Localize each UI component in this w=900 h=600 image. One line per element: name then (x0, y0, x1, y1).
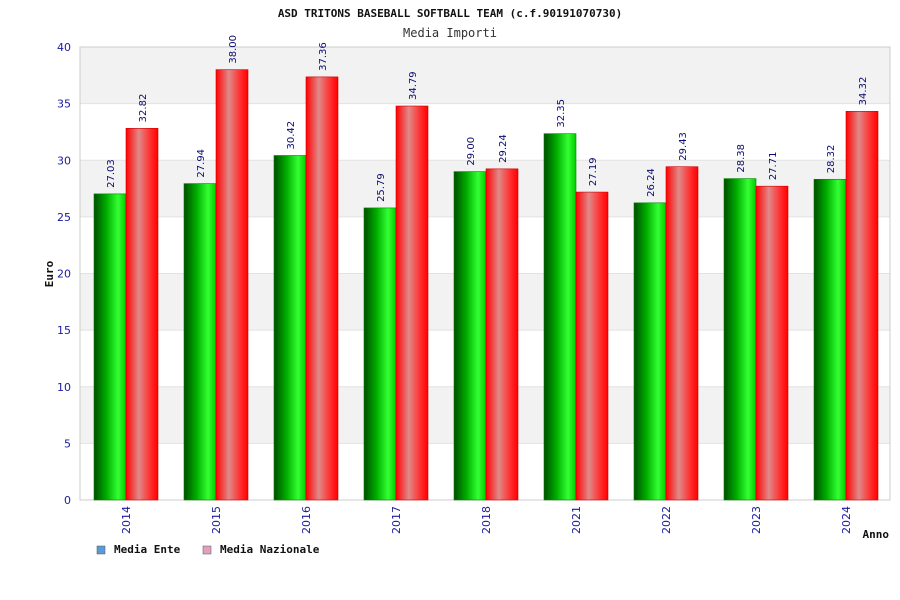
value-label: 29.00 (466, 137, 477, 166)
bar-media-nazionale-2018 (485, 168, 519, 501)
y-tick-label: 10 (57, 381, 71, 394)
y-tick-label: 0 (64, 494, 71, 507)
x-tick-label: 2014 (120, 506, 133, 534)
value-label: 30.42 (286, 121, 297, 150)
x-tick-label: 2016 (300, 506, 313, 534)
y-tick-label: 30 (57, 154, 71, 167)
bar-media-ente-2022 (633, 202, 667, 501)
bar-media-ente-2014 (93, 193, 127, 501)
value-label: 28.32 (826, 145, 837, 174)
value-label: 29.43 (678, 132, 689, 161)
legend-label-media-nazionale: Media Nazionale (220, 543, 320, 556)
bar-media-ente-2024 (813, 178, 847, 501)
legend: Media Ente Media Nazionale (96, 543, 320, 556)
x-tick-label: 2018 (480, 506, 493, 534)
value-label: 28.38 (736, 144, 747, 173)
bar-media-nazionale-2021 (575, 191, 609, 501)
value-label: 26.24 (646, 168, 657, 197)
x-axis-ticks: 2014 2015 2016 2017 2018 2021 2022 2023 2024 (120, 506, 853, 534)
value-label: 27.94 (196, 149, 207, 178)
chart-subtitle: Media Importi (403, 26, 497, 40)
x-tick-label: 2023 (750, 506, 763, 534)
bars (93, 69, 879, 501)
chart-title: ASD TRITONS BASEBALL SOFTBALL TEAM (c.f.… (278, 7, 622, 20)
value-label: 27.19 (588, 157, 599, 186)
value-label: 37.36 (318, 42, 329, 71)
y-tick-label: 40 (57, 41, 71, 54)
x-tick-label: 2024 (840, 506, 853, 534)
value-label: 32.35 (556, 99, 567, 128)
value-label: 34.32 (858, 77, 869, 106)
x-axis-label: Anno (863, 528, 890, 541)
legend-label-media-ente: Media Ente (114, 543, 181, 556)
y-axis-ticks: 0 5 10 15 20 25 30 35 40 (57, 41, 71, 507)
value-label: 34.79 (408, 71, 419, 100)
bar-media-nazionale-2014 (125, 128, 159, 501)
y-tick-label: 15 (57, 324, 71, 337)
value-label: 27.03 (106, 159, 117, 188)
y-tick-label: 35 (57, 98, 71, 111)
value-label: 25.79 (376, 173, 387, 202)
value-label: 32.82 (138, 94, 149, 123)
y-tick-label: 5 (64, 437, 71, 450)
x-tick-label: 2021 (570, 506, 583, 534)
bar-media-nazionale-2016 (305, 76, 339, 501)
y-axis-label: Euro (43, 260, 56, 287)
grid-band (80, 103, 890, 161)
bar-media-ente-2016 (273, 155, 307, 501)
bar-media-nazionale-2017 (395, 105, 429, 501)
bar-media-nazionale-2015 (215, 69, 249, 501)
bar-media-ente-2015 (183, 183, 217, 501)
y-tick-label: 25 (57, 211, 71, 224)
x-tick-label: 2015 (210, 506, 223, 534)
value-labels: 27.03 32.82 27.94 38.00 30.42 37.36 25.79 34.79… (106, 35, 869, 202)
bar-media-ente-2018 (453, 171, 487, 501)
bar-media-ente-2021 (543, 133, 577, 501)
legend-swatch-media-nazionale (202, 545, 212, 555)
bar-media-ente-2017 (363, 207, 397, 501)
value-label: 27.71 (768, 152, 779, 181)
bar-media-nazionale-2023 (755, 185, 789, 501)
bar-media-ente-2023 (723, 178, 757, 501)
y-tick-label: 20 (57, 268, 71, 281)
value-label: 29.24 (498, 134, 509, 163)
bar-media-nazionale-2024 (845, 111, 879, 501)
legend-swatch-media-ente (96, 545, 106, 555)
grid-band (80, 47, 890, 104)
value-label: 38.00 (228, 35, 239, 64)
x-tick-label: 2017 (390, 506, 403, 534)
bar-media-nazionale-2022 (665, 166, 699, 501)
x-tick-label: 2022 (660, 506, 673, 534)
